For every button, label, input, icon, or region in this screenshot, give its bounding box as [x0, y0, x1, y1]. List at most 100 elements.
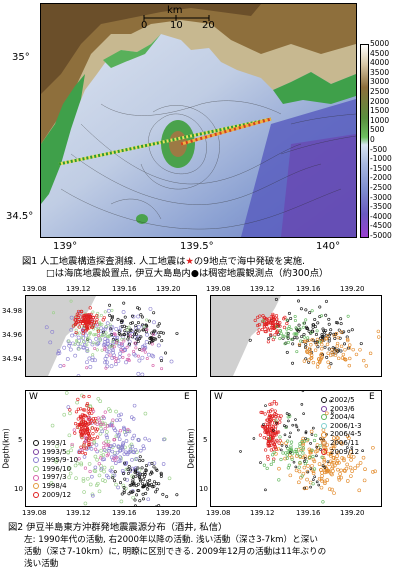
hypocenter-mark	[160, 339, 164, 343]
hypocenter-mark	[96, 334, 100, 338]
hypocenter-mark	[54, 459, 59, 464]
colorbar-tick: 1500	[370, 106, 390, 116]
hypocenter-mark	[73, 318, 77, 322]
hypocenter-mark	[96, 341, 101, 346]
hypocenter-mark	[274, 314, 279, 318]
hypocenter-mark	[347, 363, 351, 368]
hypocenter-mark	[92, 333, 96, 337]
hypocenter-mark	[355, 463, 360, 468]
hypocenter-mark	[152, 311, 156, 315]
hypocenter-mark	[108, 353, 112, 357]
hypocenter-mark	[82, 319, 86, 324]
hypocenter-mark	[143, 436, 148, 441]
hypocenter-mark	[354, 352, 359, 357]
hypocenter-mark	[146, 487, 150, 491]
hypocenter-mark	[105, 454, 109, 458]
hypocenter-mark	[319, 485, 324, 490]
hypocenter-mark	[122, 427, 126, 431]
hypocenter-mark	[362, 478, 367, 483]
hypocenter-mark	[82, 455, 87, 459]
hypocenter-mark	[155, 487, 159, 491]
hypocenter-mark	[123, 333, 127, 337]
hypocenter-mark	[132, 403, 137, 408]
hypocenter-mark	[311, 338, 315, 342]
hypocenter-mark	[321, 500, 325, 504]
hypocenter-mark	[312, 438, 317, 443]
hypocenter-mark	[147, 319, 151, 323]
hypocenter-mark	[132, 483, 136, 487]
hypocenter-mark	[331, 455, 336, 460]
hypocenter-mark	[85, 402, 90, 406]
hypocenter-mark	[95, 317, 99, 322]
hypocenter-mark	[285, 412, 289, 415]
hypocenter-mark	[256, 331, 260, 335]
hypocenter-mark	[283, 433, 287, 437]
hypocenter-mark	[114, 409, 118, 414]
hypocenter-mark	[146, 479, 150, 483]
figure1-caption-line2: □は海底地震設置点, 伊豆大島島内●は稠密地震観測点（約300点）	[46, 268, 329, 279]
hypocenter-mark	[278, 435, 282, 439]
hypocenter-mark	[141, 482, 145, 486]
hypocenter-mark	[305, 477, 309, 482]
hypocenter-mark	[330, 411, 334, 414]
hypocenter-mark	[270, 453, 275, 457]
hypocenter-mark	[345, 434, 350, 438]
hypocenter-mark	[81, 444, 86, 448]
hypocenter-mark	[265, 322, 269, 327]
hypocenter-mark	[90, 342, 95, 347]
hypocenter-mark	[315, 445, 319, 449]
hypocenter-mark	[83, 420, 87, 424]
hypocenter-mark	[142, 343, 147, 348]
hypocenter-mark	[115, 341, 119, 345]
hypocenter-mark	[150, 461, 154, 465]
hypocenter-mark	[82, 414, 86, 418]
hypocenter-mark	[146, 352, 151, 357]
hypocenter-mark	[112, 345, 116, 349]
hypocenter-mark	[347, 346, 352, 350]
legend-circle-icon	[321, 397, 327, 404]
hypocenter-mark	[76, 417, 80, 421]
hypocenter-mark	[138, 448, 143, 453]
hypocenter-mark	[256, 323, 260, 328]
hypocenter-mark	[78, 342, 82, 346]
hypocenter-mark	[132, 450, 137, 455]
hypocenter-mark	[330, 472, 334, 477]
hypocenter-mark	[282, 424, 286, 427]
hypocenter-mark	[97, 462, 101, 466]
legend-item: 2009/12	[33, 491, 78, 500]
hypocenter-mark	[136, 482, 140, 486]
hypocenter-mark	[114, 359, 118, 363]
hypocenter-mark	[309, 442, 312, 445]
hypocenter-mark	[264, 404, 267, 407]
hypocenter-mark	[335, 461, 339, 465]
hypocenter-mark	[103, 346, 107, 350]
hypocenter-mark	[340, 331, 344, 335]
hypocenter-mark	[154, 490, 158, 494]
figure2-caption-line1: 図2 伊豆半島東方沖群発地震震源分布（酒井, 私信）	[8, 522, 228, 533]
hypocenter-mark	[287, 419, 290, 423]
hypocenter-mark	[77, 325, 81, 329]
hypocenter-mark	[298, 461, 302, 466]
hypocenter-mark	[100, 429, 105, 434]
hypocenter-mark	[317, 483, 321, 487]
hypocenter-mark	[267, 444, 271, 448]
hypocenter-mark	[327, 322, 331, 326]
hypocenter-mark	[101, 457, 105, 462]
hypocenter-mark	[127, 429, 132, 434]
hypocenter-mark	[81, 431, 85, 435]
hypocenter-mark	[311, 454, 315, 459]
hypocenter-mark	[271, 459, 276, 463]
hypocenter-mark	[299, 307, 303, 311]
hypocenter-mark	[364, 364, 368, 368]
hypocenter-mark	[120, 342, 124, 346]
legend-circle-icon	[321, 448, 327, 455]
hypocenter-mark	[323, 481, 327, 485]
hypocenter-mark	[107, 446, 112, 451]
hypocenter-mark	[106, 349, 111, 354]
hypocenter-mark	[68, 411, 72, 416]
hypocenter-mark	[85, 403, 89, 408]
hypocenter-mark	[66, 450, 71, 455]
hypocenter-mark	[308, 311, 312, 315]
hypocenter-mark	[318, 336, 322, 340]
hypocenter-mark	[165, 495, 169, 499]
